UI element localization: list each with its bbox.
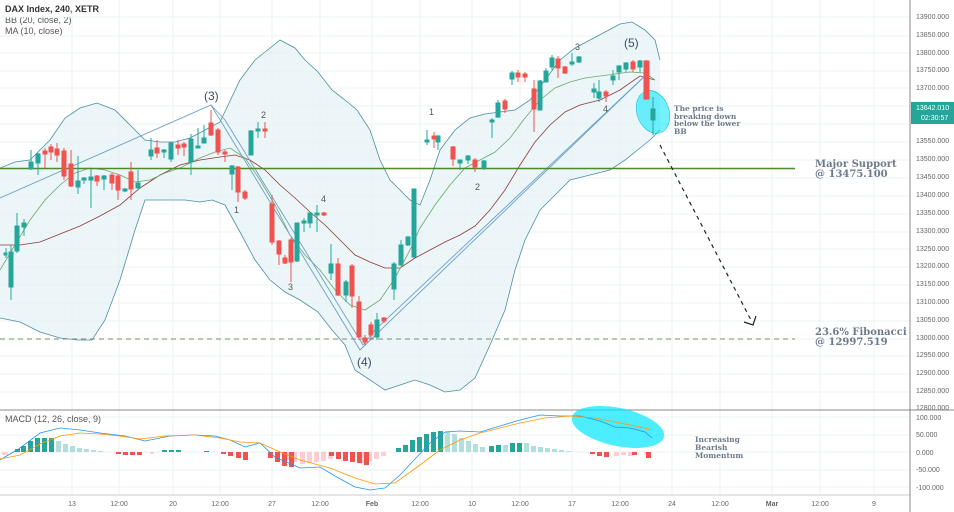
wave-5-label: (5) xyxy=(624,36,639,50)
svg-text:50.000: 50.000 xyxy=(916,432,938,439)
svg-text:13300.000: 13300.000 xyxy=(916,228,949,235)
svg-text:13700.000: 13700.000 xyxy=(916,85,949,92)
svg-text:13050.000: 13050.000 xyxy=(916,317,949,324)
momentum-annotation: Increasing Bearish Momentum xyxy=(695,436,743,460)
svg-text:13550.000: 13550.000 xyxy=(916,138,949,145)
macd-title[interactable]: MACD (12, 26, close, 9) xyxy=(5,414,102,424)
time-axis[interactable]: 13 12:00 20 12:00 27 12:00 Feb 12:00 10 … xyxy=(68,501,876,508)
svg-text:1: 1 xyxy=(234,205,239,215)
svg-text:12950.000: 12950.000 xyxy=(916,352,949,359)
svg-text:12:00: 12:00 xyxy=(110,501,128,508)
support-annotation: Major Support @ 13475.100 xyxy=(815,160,897,180)
svg-text:3: 3 xyxy=(288,282,293,292)
svg-text:13400.000: 13400.000 xyxy=(916,192,949,199)
svg-text:13100.000: 13100.000 xyxy=(916,299,949,306)
svg-text:12:00: 12:00 xyxy=(211,501,229,508)
bollinger-band-fill xyxy=(0,22,660,392)
projection-arrow xyxy=(659,144,753,323)
svg-text:10: 10 xyxy=(468,501,476,508)
svg-text:-100.000: -100.000 xyxy=(916,485,944,492)
svg-text:3: 3 xyxy=(575,42,580,52)
svg-text:12800.000: 12800.000 xyxy=(916,405,949,412)
last-price-value: 13642.010 xyxy=(916,105,949,112)
svg-text:13000.000: 13000.000 xyxy=(916,335,949,342)
svg-text:Feb: Feb xyxy=(366,501,378,508)
svg-text:Mar: Mar xyxy=(766,501,779,508)
elliott-wave-line-2 xyxy=(210,72,649,346)
wave-4-label: (4) xyxy=(357,355,372,369)
bollinger-basis xyxy=(0,75,656,269)
macd-axis[interactable]: 100.000 50.000 0.000 -50.000 -100.000 xyxy=(916,415,944,492)
candlesticks xyxy=(3,53,656,345)
svg-text:2: 2 xyxy=(475,182,480,192)
svg-text:12:00: 12:00 xyxy=(811,501,829,508)
support-label: Major Support xyxy=(815,159,897,170)
svg-text:-50.000: -50.000 xyxy=(916,467,940,474)
svg-text:12850.000: 12850.000 xyxy=(916,388,949,395)
ma-indicator-label[interactable]: MA (10, close) xyxy=(5,26,63,36)
svg-text:27: 27 xyxy=(268,501,276,508)
svg-text:1: 1 xyxy=(429,107,434,117)
arrow-head-icon xyxy=(743,315,757,326)
momentum-line-1: Increasing xyxy=(695,435,740,444)
breakdown-annotation: The price is breaking down below the low… xyxy=(674,104,741,136)
elliott-wave-line xyxy=(0,72,649,351)
svg-text:12:00: 12:00 xyxy=(711,501,729,508)
svg-text:13200.000: 13200.000 xyxy=(916,263,949,270)
svg-text:2: 2 xyxy=(261,110,266,120)
svg-text:13500.000: 13500.000 xyxy=(916,156,949,163)
svg-text:4: 4 xyxy=(321,194,326,204)
fibonacci-label: 23.6% Fibonacci xyxy=(815,327,907,338)
svg-text:0.000: 0.000 xyxy=(916,450,934,457)
svg-text:13450.000: 13450.000 xyxy=(916,174,949,181)
svg-text:20: 20 xyxy=(169,501,177,508)
ma-line xyxy=(0,71,656,311)
momentum-line-2: Bearish xyxy=(695,443,728,452)
svg-text:12:00: 12:00 xyxy=(411,501,429,508)
svg-text:13850.000: 13850.000 xyxy=(916,32,949,39)
symbol-title: DAX Index, 240, XETR xyxy=(5,4,100,14)
price-axis[interactable]: 13900.000 13850.000 13800.000 13750.000 … xyxy=(916,14,949,412)
svg-text:12:00: 12:00 xyxy=(511,501,529,508)
momentum-line-3: Momentum xyxy=(695,451,744,460)
last-price-badge xyxy=(911,102,954,124)
wave-3-label: (3) xyxy=(204,89,219,103)
fibonacci-annotation: 23.6% Fibonacci @ 12997.519 xyxy=(815,328,907,348)
support-value: @ 13475.100 xyxy=(815,169,888,180)
bar-countdown: 02:30:57 xyxy=(921,115,948,122)
fibonacci-value: @ 12997.519 xyxy=(815,337,888,348)
svg-text:13250.000: 13250.000 xyxy=(916,246,949,253)
svg-text:13: 13 xyxy=(68,501,76,508)
svg-text:13150.000: 13150.000 xyxy=(916,281,949,288)
svg-text:12:00: 12:00 xyxy=(611,501,629,508)
svg-text:9: 9 xyxy=(872,501,876,508)
chart-legend: DAX Index, 240, XETR BB (20, close, 2) M… xyxy=(5,4,99,37)
bb-indicator-label[interactable]: BB (20, close, 2) xyxy=(5,15,72,25)
signal-line xyxy=(0,415,653,485)
svg-text:13750.000: 13750.000 xyxy=(916,67,949,74)
svg-text:13800.000: 13800.000 xyxy=(916,50,949,57)
svg-text:24: 24 xyxy=(668,501,676,508)
elliott-wave-labels: (3) (4) (5) 1 2 3 4 1 2 3 4 xyxy=(204,36,639,369)
svg-text:17: 17 xyxy=(568,501,576,508)
svg-text:13900.000: 13900.000 xyxy=(916,14,949,21)
svg-text:100.000: 100.000 xyxy=(916,415,941,422)
svg-text:12:00: 12:00 xyxy=(311,501,329,508)
svg-text:4: 4 xyxy=(603,104,608,114)
svg-text:12900.000: 12900.000 xyxy=(916,370,949,377)
macd-histogram xyxy=(2,431,651,467)
svg-text:13350.000: 13350.000 xyxy=(916,210,949,217)
macd-line xyxy=(0,414,653,491)
bollinger-lower xyxy=(0,129,661,393)
